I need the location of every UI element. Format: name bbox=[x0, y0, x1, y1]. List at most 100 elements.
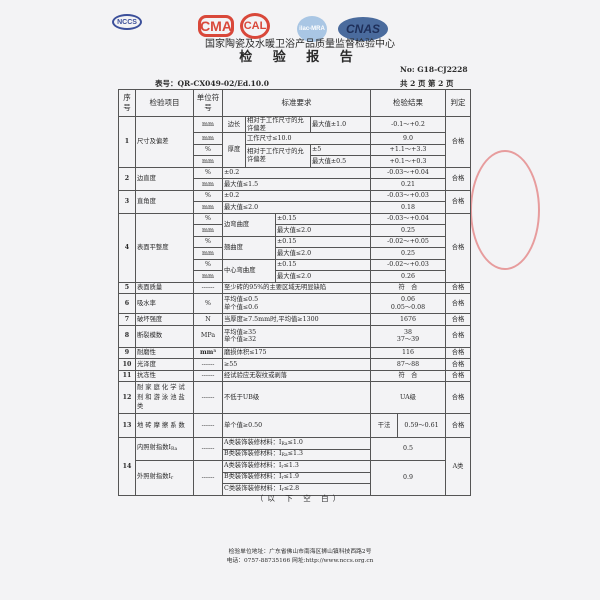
unit: ------ bbox=[193, 369, 223, 382]
seq: 8 bbox=[118, 324, 136, 348]
standard: 最大值≤2.0 bbox=[275, 270, 371, 283]
standard: A类装饰装修材料：IRa≤1.0 bbox=[222, 437, 371, 450]
col-standard: 标准要求 bbox=[222, 89, 371, 117]
table-row: B类装饰装修材料：Ir≤1.9 bbox=[119, 471, 471, 484]
sub-item: 边弯曲度 bbox=[222, 212, 276, 237]
standard: 最大值≤1.5 bbox=[222, 178, 371, 191]
unit: % bbox=[193, 166, 223, 179]
cal-logo: CAL bbox=[240, 13, 270, 39]
footer-address: 检验单位地址：广东省佛山市南海区狮山镇科技西路2号 bbox=[228, 549, 372, 555]
judgement: 合格 bbox=[445, 369, 471, 382]
item: 直角度 bbox=[135, 189, 194, 214]
col-seq: 序号 bbox=[118, 89, 136, 117]
unit: % bbox=[193, 235, 223, 248]
item: 吸水率 bbox=[135, 293, 194, 314]
unit: N bbox=[193, 313, 223, 326]
col-judge: 判定 bbox=[445, 89, 471, 117]
unit: % bbox=[193, 189, 223, 202]
standard: 相对于工作尺寸的允许偏差 bbox=[245, 143, 311, 168]
judgement: 合格 bbox=[445, 358, 471, 371]
unit: mm bbox=[193, 224, 223, 237]
table-row: 14 内照射指数IRa ------ A类装饰装修材料：IRa≤1.0 0.5 … bbox=[118, 437, 471, 496]
standard: 工作尺寸≤10.0 bbox=[245, 132, 371, 145]
judgement: 合格 bbox=[445, 189, 471, 214]
seq: 10 bbox=[118, 358, 136, 371]
result: 0.21 bbox=[370, 178, 446, 191]
seq: 4 bbox=[118, 212, 136, 283]
judgement: 合格 bbox=[445, 313, 471, 326]
standard: 至少砖的95%的主要区域无明显缺陷 bbox=[222, 281, 371, 294]
report-title: 检 验 报 告 bbox=[239, 50, 361, 65]
unit: ------ bbox=[193, 437, 223, 461]
unit: % bbox=[193, 293, 223, 314]
result: 9.0 bbox=[370, 132, 446, 145]
result: 0.06 bbox=[400, 296, 416, 303]
organization-name: 国家陶瓷及水暖卫浴产品质量监督检验中心 bbox=[205, 39, 395, 50]
standard: C类装饰装修材料：Ir≤2.8 bbox=[222, 483, 371, 496]
table-row: mm 最大值≤2.0 0.18 bbox=[119, 201, 471, 214]
form-number: 表号：QR-CX049-02/Ed.10.0 bbox=[155, 79, 269, 88]
seq: 11 bbox=[118, 369, 136, 382]
unit: mm bbox=[193, 116, 223, 133]
table-row: mm 最大值≤2.0 0.25 bbox=[119, 224, 471, 237]
item: 耐磨性 bbox=[135, 346, 194, 359]
seq: 9 bbox=[118, 346, 136, 359]
item: 表面质量 bbox=[135, 281, 194, 294]
red-seal-stamp bbox=[470, 150, 540, 270]
judgement: 合格 bbox=[445, 293, 471, 314]
table-row: mm 最大值±0.5 +0.1～+0.3 bbox=[119, 155, 471, 168]
test-method: 干法 bbox=[370, 413, 398, 438]
table-row: 13 地砖摩擦系数 ------ 单个值≥0.50 干法 0.59～0.61 合… bbox=[118, 413, 471, 438]
standard: ±0.15 bbox=[275, 235, 371, 248]
table-row: C类装饰装修材料：Ir≤2.8 bbox=[119, 483, 471, 496]
sub-item: 边长 bbox=[222, 116, 246, 133]
standard: ±0.15 bbox=[275, 212, 371, 225]
item: 边直度 bbox=[135, 166, 194, 191]
footer: 检验单位地址：广东省佛山市南海区狮山镇科技西路2号 电话：0757-887351… bbox=[0, 548, 600, 566]
standard: 当厚度≥7.5mm时,平均值≥1300 bbox=[222, 313, 371, 326]
result: 0.25 bbox=[370, 247, 446, 260]
standard: 最大值±1.0 bbox=[310, 116, 371, 133]
table-row: 1 尺寸及偏差 mm 边长 相对于工作尺寸的允许偏差 最大值±1.0 -0.1～… bbox=[118, 116, 471, 168]
unit: mm bbox=[193, 247, 223, 260]
result: +1.1～+3.3 bbox=[370, 143, 446, 156]
judgement: 合格 bbox=[445, 212, 471, 283]
inspection-table: 序号 检验项目 单位符号 标准要求 检验结果 判定 1 尺寸及偏差 mm 边长 … bbox=[118, 89, 471, 496]
result: 0.26 bbox=[370, 270, 446, 283]
standard: 平均值≥35 bbox=[224, 328, 257, 336]
unit: mm bbox=[193, 178, 223, 191]
unit: % bbox=[193, 212, 223, 225]
page-count: 共 2 页 第 2 页 bbox=[400, 79, 454, 88]
result: -0.03～+0.04 bbox=[370, 166, 446, 179]
table-row: B类装饰装修材料：IRa≤1.3 bbox=[119, 448, 471, 461]
table-row: 外照射指数Ir ------ A类装饰装修材料：Ir≤1.3 0.9 bbox=[119, 460, 471, 496]
seq: 14 bbox=[118, 437, 136, 496]
table-row: % 翘曲度 ±0.15 -0.02～+0.05 bbox=[119, 235, 471, 260]
standard: ≥55 bbox=[222, 358, 371, 371]
seq: 2 bbox=[118, 166, 136, 191]
table-row: 2 边直度 % ±0.2 -0.03～+0.04 合格 bbox=[118, 166, 471, 191]
item: 内照射指数IRa bbox=[135, 437, 194, 461]
standard: 单个值≥32 bbox=[224, 336, 257, 343]
standard: 不低于UB级 bbox=[222, 381, 371, 414]
unit: ------ bbox=[193, 281, 223, 294]
result: 0.59～0.61 bbox=[397, 413, 446, 438]
result: +0.1～+0.3 bbox=[370, 155, 446, 168]
result: 37～39 bbox=[396, 336, 420, 343]
standard: B类装饰装修材料：IRa≤1.3 bbox=[222, 448, 371, 461]
judgement: 合格 bbox=[445, 346, 471, 359]
item: 耐家庭化学试剂和游泳池盐类 bbox=[135, 381, 194, 414]
judgement: 合格 bbox=[445, 166, 471, 191]
standard: 磨损体积≤175 bbox=[222, 346, 371, 359]
table-row: 11 抗冻性 ------ 经试验应无裂纹或剥落 符 合 合格 bbox=[118, 369, 471, 382]
standard: ±0.15 bbox=[275, 258, 371, 271]
unit: % bbox=[193, 143, 223, 156]
result: 1676 bbox=[370, 313, 446, 326]
item: 外照射指数Ir bbox=[135, 460, 194, 496]
standard: 经试验应无裂纹或剥落 bbox=[222, 369, 371, 382]
seq: 7 bbox=[118, 313, 136, 326]
seq: 6 bbox=[118, 293, 136, 314]
result: 116 bbox=[370, 346, 446, 359]
unit: % bbox=[193, 258, 223, 271]
result: 0.5 bbox=[370, 437, 446, 461]
